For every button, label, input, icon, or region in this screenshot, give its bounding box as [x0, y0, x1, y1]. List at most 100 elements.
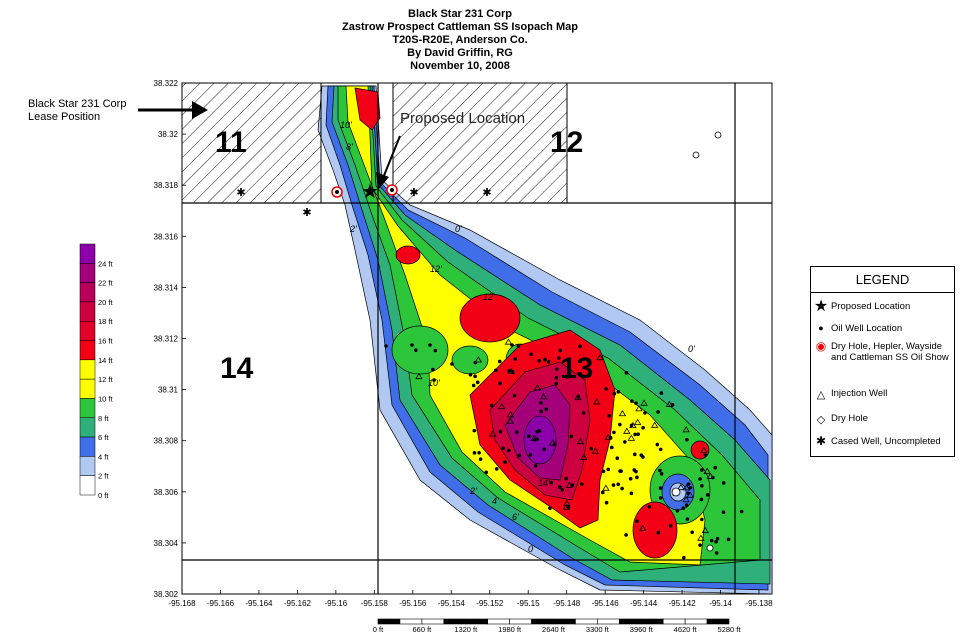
dot-icon — [658, 447, 663, 452]
dot-icon — [639, 453, 644, 457]
contour-island — [451, 345, 489, 375]
triangle-icon — [549, 439, 557, 446]
color-scale-label: 20 ft — [98, 298, 114, 307]
y-tick-label: 38.322 — [154, 79, 179, 88]
dot-icon — [539, 401, 543, 405]
dot-icon — [432, 378, 436, 382]
legend-item: ★ Proposed Location — [811, 299, 911, 315]
legend-item: ● Oil Well Location — [811, 323, 902, 334]
dot-icon — [515, 430, 519, 434]
dot-icon — [659, 471, 664, 476]
dot-icon — [600, 490, 605, 495]
x-tick-label: -95.148 — [553, 599, 581, 608]
triangle-icon — [700, 446, 708, 453]
dot-icon — [516, 344, 521, 348]
dot-icon — [681, 506, 686, 510]
triangle-icon — [580, 453, 588, 461]
dot-icon — [682, 555, 686, 560]
dot-icon — [498, 381, 502, 386]
triangle-icon — [593, 398, 601, 405]
title-line: T20S-R20E, Anderson Co. — [392, 34, 528, 46]
y-tick-label: 38.316 — [154, 232, 179, 241]
dot-icon — [410, 343, 414, 347]
dot-icon — [557, 356, 561, 360]
scale-bar-segment — [443, 618, 467, 625]
dot-icon — [632, 452, 637, 457]
triangle-icon — [635, 405, 643, 412]
dot-icon — [497, 359, 502, 364]
dot-icon — [628, 476, 633, 481]
contour-band-14ft — [632, 501, 678, 559]
triangle-icon — [591, 447, 600, 454]
contour-label: 8' — [346, 142, 353, 152]
y-tick-label: 38.302 — [154, 590, 179, 599]
dry-show-icon — [335, 190, 339, 194]
x-tick-label: -95.138 — [745, 599, 773, 608]
dot-icon — [542, 447, 546, 452]
contour-label: 14' — [538, 478, 550, 488]
scale-bar-segment — [399, 618, 423, 625]
dot-icon — [604, 500, 609, 505]
dot-icon — [553, 442, 557, 447]
dry-show-icon — [390, 188, 394, 192]
dot-icon — [544, 407, 549, 411]
dot-icon — [539, 409, 543, 414]
triangle-icon — [618, 409, 627, 417]
dot-icon — [618, 422, 622, 427]
dot-icon — [478, 457, 483, 461]
color-scale-label: 6 ft — [98, 433, 109, 442]
triangle-icon — [682, 484, 691, 491]
dry-hole-wells — [671, 131, 722, 552]
dot-icon — [685, 517, 690, 521]
color-swatch — [79, 475, 96, 496]
color-scale-label: 24 ft — [98, 259, 114, 268]
dry-hole-icon — [692, 151, 700, 159]
color-scale-label: 22 ft — [98, 279, 114, 288]
dot-icon — [636, 432, 640, 436]
color-scale-label: 4 ft — [98, 452, 109, 461]
scale-bar-segment — [553, 618, 576, 625]
legend-text: Proposed Location — [831, 301, 911, 312]
y-tick-label: 38.304 — [154, 539, 179, 548]
dot-icon — [634, 469, 638, 474]
dot-icon — [546, 360, 551, 364]
contour-label: 2' — [469, 486, 477, 496]
color-scale-label: 2 ft — [98, 472, 109, 481]
contour-label: 0' — [528, 544, 535, 554]
legend-item: ◉ Dry Hole, Hepler, Wayside and Cattlema… — [811, 340, 949, 363]
color-scale-label: 12 ft — [98, 375, 114, 384]
legend-text: Injection Well — [831, 388, 888, 399]
asterisk-icon: ✱ — [482, 187, 491, 199]
dot-icon — [535, 429, 540, 434]
x-tick-label: -95.142 — [668, 599, 696, 608]
dot-icon — [668, 523, 673, 528]
triangle-icon — [604, 433, 612, 440]
dot-icon — [601, 469, 606, 474]
dot-icon — [700, 517, 704, 522]
color-swatch — [79, 263, 96, 283]
triangle-icon — [489, 430, 497, 437]
x-tick-label: -95.15 — [517, 599, 540, 608]
scale-bar-segment — [619, 618, 642, 625]
color-swatch — [79, 398, 96, 419]
contour-island — [391, 325, 449, 375]
color-swatch — [79, 456, 96, 476]
section-13-label: 13 — [560, 352, 593, 385]
dot-icon — [688, 485, 693, 490]
contour-label: 12' — [483, 292, 495, 302]
y-tick-label: 38.32 — [158, 130, 179, 139]
color-scale-label: 16 ft — [98, 337, 114, 346]
dot-icon — [473, 360, 478, 365]
contour-band-10ft — [345, 85, 706, 566]
dot-icon — [739, 509, 744, 514]
dot-icon — [709, 538, 714, 543]
y-axis: 38.322 38.32 38.318 38.316 38.314 38.312 38.31… — [154, 79, 186, 599]
x-tick-label: -95.168 — [168, 599, 196, 608]
dot-icon — [700, 468, 704, 472]
legend-text: Oil Well Location — [831, 323, 903, 334]
triangle-icon — [507, 367, 515, 374]
map-title: Black Star 231 Corp Zastrow Prospect Cat… — [300, 8, 620, 73]
dot-icon — [721, 510, 726, 515]
dot-icon — [548, 506, 552, 510]
